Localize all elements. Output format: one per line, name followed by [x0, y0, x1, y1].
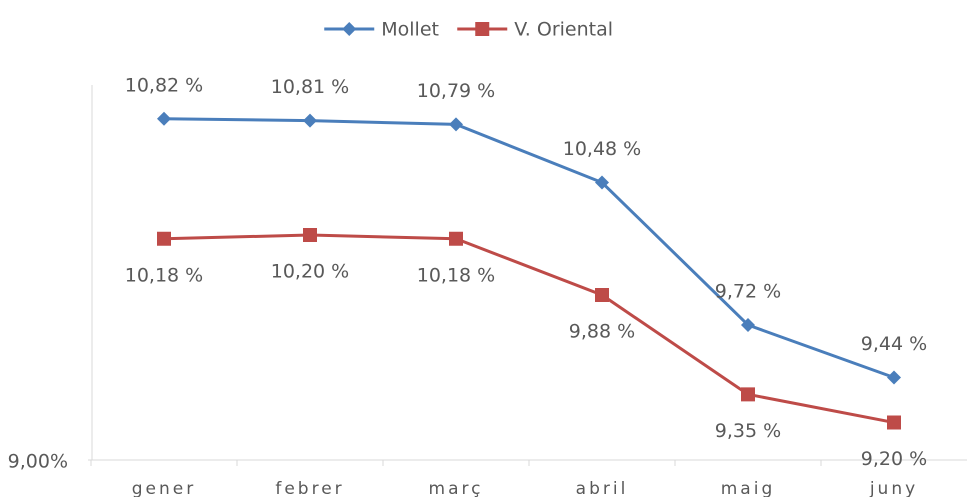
- marker: [887, 415, 901, 430]
- marker: [887, 370, 901, 385]
- x-tick-label: febrer: [275, 479, 344, 497]
- data-label: 10,81 %: [271, 76, 350, 98]
- data-label: 10,82 %: [125, 74, 204, 96]
- marker: [157, 111, 171, 126]
- marker: [449, 231, 463, 246]
- y-tick-label: 9,00%: [8, 451, 68, 473]
- data-label: 9,20 %: [861, 448, 927, 470]
- marker: [595, 175, 609, 190]
- x-tick-label: gener: [132, 479, 196, 497]
- data-label: 10,79 %: [417, 80, 496, 102]
- data-label: 9,88 %: [569, 321, 635, 343]
- data-label: 10,18 %: [417, 264, 496, 286]
- data-label: 9,72 %: [715, 281, 781, 303]
- marker: [342, 22, 357, 36]
- x-tick-label: juny: [869, 479, 918, 497]
- marker: [303, 113, 317, 128]
- series-line: [163, 117, 895, 379]
- marker: [741, 387, 755, 402]
- legend-label: V. Oriental: [514, 19, 613, 41]
- data-label: 10,48 %: [563, 138, 642, 160]
- x-tick-label: maig: [721, 479, 776, 497]
- marker: [741, 318, 755, 332]
- legend-label: Mollet: [381, 19, 439, 41]
- marker: [157, 231, 171, 246]
- series-line: [163, 233, 895, 424]
- marker: [449, 117, 463, 132]
- marker: [595, 288, 609, 302]
- x-tick-label: març: [429, 479, 484, 497]
- data-label: 9,44 %: [861, 333, 927, 355]
- marker: [303, 228, 317, 242]
- marker: [475, 22, 490, 36]
- data-label: 9,35 %: [715, 420, 781, 442]
- x-tick-label: abril: [576, 479, 629, 497]
- data-label: 10,20 %: [271, 261, 350, 283]
- data-label: 10,18 %: [125, 264, 204, 286]
